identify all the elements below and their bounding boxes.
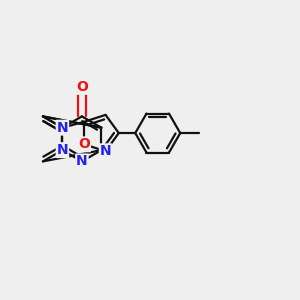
Text: O: O bbox=[78, 137, 90, 151]
Text: N: N bbox=[57, 121, 68, 135]
Text: O: O bbox=[76, 80, 88, 94]
Text: N: N bbox=[100, 144, 111, 158]
Text: N: N bbox=[57, 143, 68, 157]
Text: N: N bbox=[76, 154, 88, 168]
